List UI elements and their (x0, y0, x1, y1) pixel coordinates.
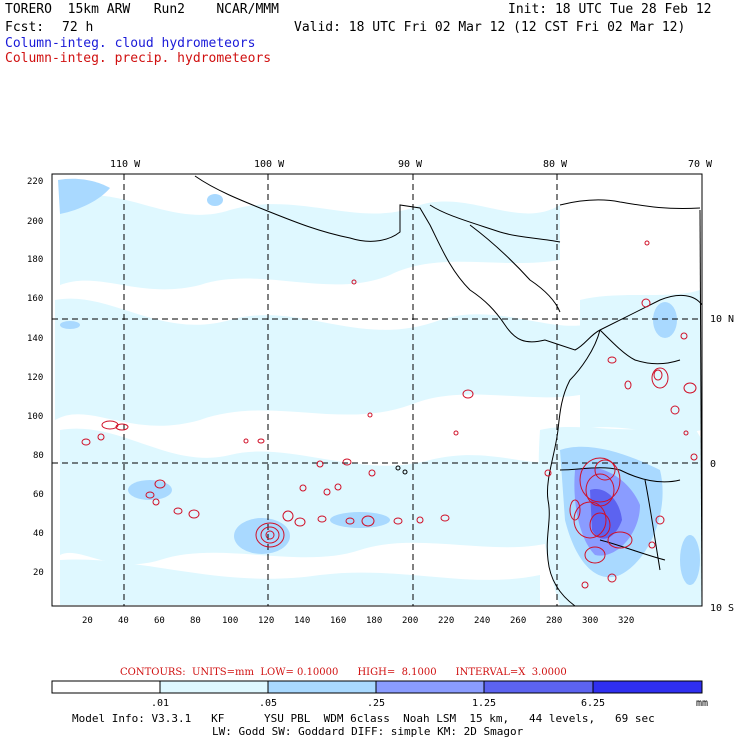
model-info-line-1: Model Info: V3.3.1 KF YSU PBL WDM 6class… (72, 712, 655, 725)
x-tick: 140 (294, 616, 311, 626)
x-tick: 320 (618, 616, 635, 626)
colorbar-label: .25 (366, 698, 386, 709)
forecast-hours: 72 h (62, 20, 94, 35)
x-tick: 60 (154, 616, 165, 626)
x-tick: 20 (82, 616, 93, 626)
y-tick: 120 (27, 373, 44, 383)
y-tick: 20 (33, 568, 44, 578)
x-tick: 280 (546, 616, 563, 626)
legend-precip-hydrometeors: Column-integ. precip. hydrometeors (5, 51, 272, 66)
x-tick: 80 (190, 616, 201, 626)
lon-label-70w: 70 W (688, 159, 713, 170)
x-tick: 180 (366, 616, 383, 626)
lon-label-110w: 110 W (110, 159, 141, 170)
colorbar-label: .05 (258, 698, 278, 709)
x-tick: 240 (474, 616, 491, 626)
y-tick: 60 (33, 490, 44, 500)
x-tick: 300 (582, 616, 599, 626)
legend-cloud-hydrometeors: Column-integ. cloud hydrometeors (5, 36, 256, 51)
lat-label-10n: 10 N (710, 314, 735, 325)
y-tick: 160 (27, 294, 44, 304)
colorbar-unit: mm (695, 698, 709, 709)
y-tick: 200 (27, 217, 44, 227)
model-info-line-2: LW: Godd SW: Goddard DIFF: simple KM: 2D… (212, 725, 524, 738)
x-tick: 160 (330, 616, 347, 626)
lon-label-90w: 90 W (398, 159, 423, 170)
x-tick: 260 (510, 616, 527, 626)
init-time: Init: 18 UTC Tue 28 Feb 12 (508, 2, 712, 17)
x-tick: 220 (438, 616, 455, 626)
lat-lon-grid (52, 174, 702, 606)
title-left: TORERO 15km ARW Run2 NCAR/MMM (5, 2, 279, 17)
colorbar-label: 1.25 (471, 698, 497, 709)
x-tick: 120 (258, 616, 275, 626)
x-tick: 200 (402, 616, 419, 626)
y-tick: 40 (33, 529, 44, 539)
map-frame (51, 173, 703, 607)
colorbar-label: .01 (150, 698, 170, 709)
x-tick: 40 (118, 616, 129, 626)
y-tick: 180 (27, 255, 44, 265)
y-tick: 80 (33, 451, 44, 461)
valid-time: Valid: 18 UTC Fri 02 Mar 12 (12 CST Fri … (294, 20, 686, 35)
y-tick: 100 (27, 412, 44, 422)
lat-label-10s: 10 S (710, 603, 735, 614)
y-tick: 140 (27, 334, 44, 344)
forecast-label: Fcst: (5, 20, 45, 35)
colorbar (51, 680, 703, 694)
lat-label-equator: 0 (710, 459, 717, 470)
contour-info: CONTOURS: UNITS=mm LOW= 0.10000 HIGH= 8.… (120, 667, 567, 678)
lon-label-80w: 80 W (543, 159, 568, 170)
colorbar-label: 6.25 (580, 698, 606, 709)
y-tick: 220 (27, 177, 44, 187)
precip-contours (81, 240, 698, 589)
x-tick: 100 (222, 616, 239, 626)
lon-label-100w: 100 W (254, 159, 285, 170)
coastlines (194, 175, 703, 607)
